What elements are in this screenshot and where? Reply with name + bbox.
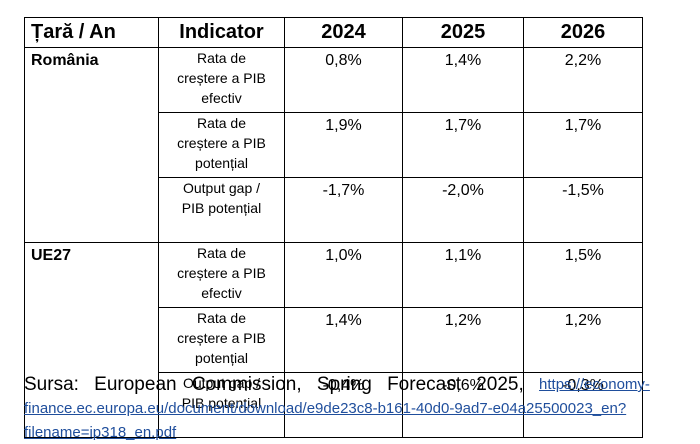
indicator-line: efectiv (201, 90, 242, 106)
source-word: Sursa: (24, 374, 79, 395)
value-cell: 1,0% (284, 242, 403, 308)
table-row: Output gap / PIB potențial -1,7% -2,0% -… (25, 177, 643, 243)
table-row: România Rata de creștere a PIB efectiv 0… (24, 47, 643, 243)
value-cell: 1,7% (402, 112, 524, 178)
value-cell: 1,5% (523, 242, 643, 308)
source-word: Commission, (191, 374, 302, 395)
value-cell: -0,4% (284, 372, 403, 438)
source-word: Spring (316, 374, 372, 395)
value-cell: 1,2% (523, 307, 643, 373)
table-row: Rata de creștere a PIB potențial 1,9% 1,… (25, 112, 643, 178)
header-2026: 2026 (523, 17, 643, 48)
value-cell: 0,8% (284, 47, 403, 113)
value-cell: -1,7% (284, 177, 403, 243)
source-link[interactable]: https://economy- (539, 376, 650, 393)
source-line-2: finance.ec.europa.eu/document/download/e… (24, 396, 650, 420)
indicator-line: potențial (195, 155, 248, 171)
country-ue27: UE27 (24, 242, 159, 438)
header-country-year: Țară / An (24, 17, 159, 48)
value-cell: 2,2% (523, 47, 643, 113)
value-cell: 1,2% (402, 307, 524, 373)
indicator-cell: Rata de creștere a PIB efectiv (158, 242, 285, 308)
value-cell: 1,1% (402, 242, 524, 308)
indicator-line: Output gap / (182, 180, 261, 196)
value-cell: 1,7% (523, 112, 643, 178)
table-row: Output gap / PIB potențial -0,4% -0,6% -… (25, 372, 643, 438)
value-cell: 1,4% (402, 47, 524, 113)
header-2025: 2025 (402, 17, 524, 48)
table-row: Rata de creștere a PIB potențial 1,4% 1,… (25, 307, 643, 373)
value-cell: 1,9% (284, 112, 403, 178)
source-link[interactable]: finance.ec.europa.eu/document/download/e… (24, 400, 627, 417)
source-word: 2025, (476, 374, 524, 395)
indicator-line: Rata de (196, 50, 247, 66)
indicator-line: PIB potențial (181, 200, 262, 216)
indicator-cell: Rata de creștere a PIB potențial (158, 307, 285, 373)
indicator-line: efectiv (201, 285, 242, 301)
indicator-line: creștere a PIB (177, 70, 266, 86)
indicator-line: creștere a PIB (177, 330, 266, 346)
value-cell: -0,3% (523, 372, 643, 438)
source-line-1: Sursa: European Commission, Spring Forec… (24, 373, 650, 396)
header-indicator: Indicator (158, 17, 285, 48)
source-word: European (94, 374, 177, 395)
indicator-line: Rata de (196, 115, 247, 131)
value-cell: -2,0% (402, 177, 524, 243)
source-word: Forecast (387, 374, 461, 395)
header-2024: 2024 (284, 17, 403, 48)
indicator-line: creștere a PIB (177, 135, 266, 151)
table-row: UE27 Rata de creștere a PIB efectiv 1,0%… (24, 242, 643, 438)
country-romania: România (24, 47, 159, 243)
indicator-cell: Rata de creștere a PIB potențial (158, 112, 285, 178)
value-cell: -1,5% (523, 177, 643, 243)
indicator-line: potențial (195, 350, 248, 366)
indicator-line: creștere a PIB (177, 265, 266, 281)
indicator-line: Rata de (196, 245, 247, 261)
indicator-cell: Output gap / PIB potențial (158, 177, 285, 243)
forecast-table: Țară / An Indicator 2024 2025 2026 Român… (24, 17, 643, 438)
header-row: Țară / An Indicator 2024 2025 2026 (24, 17, 643, 48)
source-note: Sursa: European Commission, Spring Forec… (24, 373, 650, 444)
indicator-cell: Rata de creștere a PIB efectiv (158, 47, 285, 113)
indicator-line: Output gap / (182, 375, 261, 391)
indicator-line: Rata de (196, 310, 247, 326)
indicator-line: PIB potențial (181, 395, 262, 411)
source-line-3: filename=ip318_en.pdf (24, 420, 650, 444)
value-cell: 1,4% (284, 307, 403, 373)
value-cell: -0,6% (402, 372, 524, 438)
source-link[interactable]: filename=ip318_en.pdf (24, 424, 177, 441)
